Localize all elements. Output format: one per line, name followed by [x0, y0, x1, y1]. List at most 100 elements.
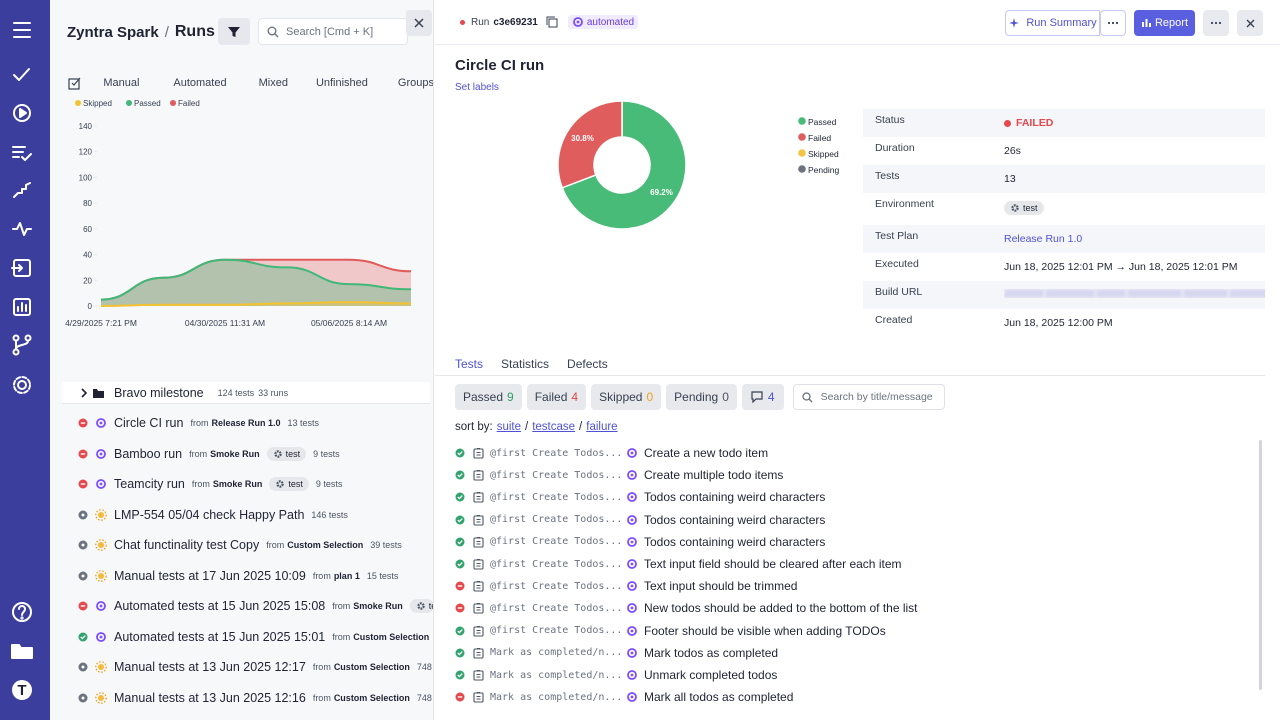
search-placeholder: Search [Cmd + K] [286, 25, 374, 38]
run-source: Custom Selection [353, 631, 430, 642]
avatar-circle[interactable] [12, 680, 32, 700]
legend-dot [798, 133, 806, 141]
run-tests: 146 tests [311, 509, 348, 520]
kind-rays [95, 508, 107, 521]
test-row[interactable]: @first Create Todos... Create a new todo … [455, 444, 1255, 462]
run-tests: 39 tests [370, 540, 402, 550]
filter-chip[interactable]: Passed 9 [455, 384, 522, 410]
run-row[interactable]: LMP-554 05/04 check Happy Path 146 tests [78, 505, 433, 525]
run-row[interactable]: Bamboo run from Smoke Run test 9 tests [78, 444, 433, 464]
clip [473, 670, 484, 681]
run-row[interactable]: Teamcity run from Smoke Run test 9 tests [78, 474, 433, 494]
search-box[interactable]: Search [Cmd + K] [258, 18, 408, 45]
kind-ring [627, 625, 637, 636]
copy-icon[interactable] [546, 16, 558, 28]
detail-tab[interactable]: Tests [455, 357, 483, 375]
run-row[interactable]: Manual tests at 13 Jun 2025 12:17 from Cus… [78, 657, 433, 677]
detail-value: test [1004, 201, 1044, 215]
suite-icon [473, 647, 484, 659]
test-plan-link[interactable]: Release Run 1.0 [1004, 233, 1083, 245]
run-from: from [189, 448, 208, 459]
run-row[interactable]: Manual tests at 13 Jun 2025 12:16 from Cus… [78, 688, 433, 708]
analytics-icon[interactable] [13, 298, 31, 316]
env-tag-text: test [288, 479, 303, 489]
set-labels-link[interactable]: Set labels [455, 82, 499, 93]
run-from: from [332, 631, 351, 642]
comments-chip[interactable]: 4 [741, 384, 784, 410]
test-row[interactable]: @first Create Todos... Footer should be v… [455, 622, 1255, 640]
sort-option[interactable]: failure [586, 421, 618, 433]
help-icon[interactable] [12, 602, 32, 622]
report-button[interactable]: Report [1134, 10, 1195, 36]
test-row[interactable]: @first Create Todos... Text input field s… [455, 555, 1255, 573]
tests-icon[interactable] [12, 146, 32, 161]
run-from: from [312, 570, 331, 581]
settings-icon[interactable] [13, 376, 31, 394]
kind-rays [95, 661, 107, 673]
detail-label: Test Plan [875, 230, 919, 242]
run-summary-button[interactable]: Run Summary [1005, 10, 1100, 36]
run-tab[interactable]: Mixed [258, 77, 288, 89]
check-icon[interactable] [13, 68, 30, 81]
menu-icon[interactable] [13, 22, 31, 38]
test-row[interactable]: Mark as completed/n... Mark all todos as … [455, 688, 1255, 706]
sort-option[interactable]: suite [496, 421, 522, 433]
status-bullet [1004, 119, 1011, 127]
avatar-letter[interactable]: T [17, 681, 27, 699]
group-row[interactable]: Bravo milestone 124 tests 33 runs [62, 382, 430, 404]
steps-icon[interactable] [13, 182, 31, 198]
status-glyph [81, 543, 85, 547]
run-from: from [266, 540, 285, 550]
filter-chip[interactable]: Pending 0 [666, 384, 737, 410]
test-row[interactable]: @first Create Todos... Create multiple to… [455, 466, 1255, 484]
y-tick-label: 40 [83, 251, 92, 260]
runs-icon[interactable] [13, 104, 31, 122]
box [68, 78, 80, 90]
detail-tab[interactable]: Defects [567, 357, 608, 371]
close-button[interactable] [1237, 10, 1263, 36]
run-name: LMP-554 05/04 check Happy Path [114, 507, 305, 522]
test-row[interactable]: @first Create Todos... Todos containing w… [455, 488, 1255, 506]
status-glyph [457, 562, 463, 567]
test-row[interactable]: @first Create Todos... Todos containing w… [455, 533, 1255, 551]
test-search[interactable]: Search by title/message [792, 384, 945, 410]
test-row[interactable]: @first Create Todos... New todos should b… [455, 599, 1255, 617]
run-tab[interactable]: Unfinished [315, 77, 368, 89]
detail-value: FAILED [1004, 117, 1053, 129]
detail-tab[interactable]: Statistics [501, 357, 550, 371]
run-tab[interactable]: Automated [173, 77, 227, 89]
close-panel-button[interactable] [406, 10, 432, 36]
pulse-icon[interactable] [12, 222, 32, 236]
kind-sun [98, 542, 104, 548]
kind-core [99, 635, 103, 638]
detail-row: Status FAILED [863, 109, 1265, 137]
run-row[interactable]: Circle CI run from Release Run 1.0 13 tests [78, 413, 433, 433]
folder-icon[interactable] [11, 644, 33, 659]
run-tab[interactable]: Manual [103, 77, 140, 89]
filter-button[interactable] [218, 18, 250, 45]
more-button[interactable] [1203, 10, 1229, 36]
run-row[interactable]: Automated tests at 15 Jun 2025 15:08 from… [78, 596, 433, 616]
detail-value: 26s [1004, 145, 1021, 157]
test-row[interactable]: @first Create Todos... Text input should … [455, 577, 1255, 595]
run-row[interactable]: Automated tests at 15 Jun 2025 15:01 from… [78, 627, 433, 647]
status-icon [78, 479, 88, 489]
run-tabs: Manual Automated Mixed Unfinished Groups [68, 70, 434, 96]
kind-core [630, 584, 634, 588]
lines [476, 581, 481, 589]
run-tab[interactable]: Groups [397, 77, 434, 89]
sort-option[interactable]: testcase [532, 421, 576, 433]
test-row[interactable]: Mark as completed/n... Mark todos as comp… [455, 644, 1255, 662]
status-glyph [457, 628, 463, 634]
clip [473, 492, 484, 503]
filter-chip[interactable]: Skipped 0 [591, 384, 662, 410]
test-row[interactable]: Mark as completed/n... Unmark completed t… [455, 666, 1255, 684]
branch-icon[interactable] [12, 334, 32, 356]
filter-chip[interactable]: Failed 4 [526, 384, 587, 410]
run-row[interactable]: Manual tests at 17 Jun 2025 10:09 from pla… [78, 566, 433, 586]
run-row[interactable]: Chat functinality test Copy from Custom Se… [78, 535, 433, 555]
kind-ring [96, 479, 106, 489]
test-row[interactable]: @first Create Todos... Todos containing w… [455, 511, 1255, 529]
summary-more-button[interactable] [1100, 10, 1126, 36]
import-icon[interactable] [11, 259, 31, 277]
